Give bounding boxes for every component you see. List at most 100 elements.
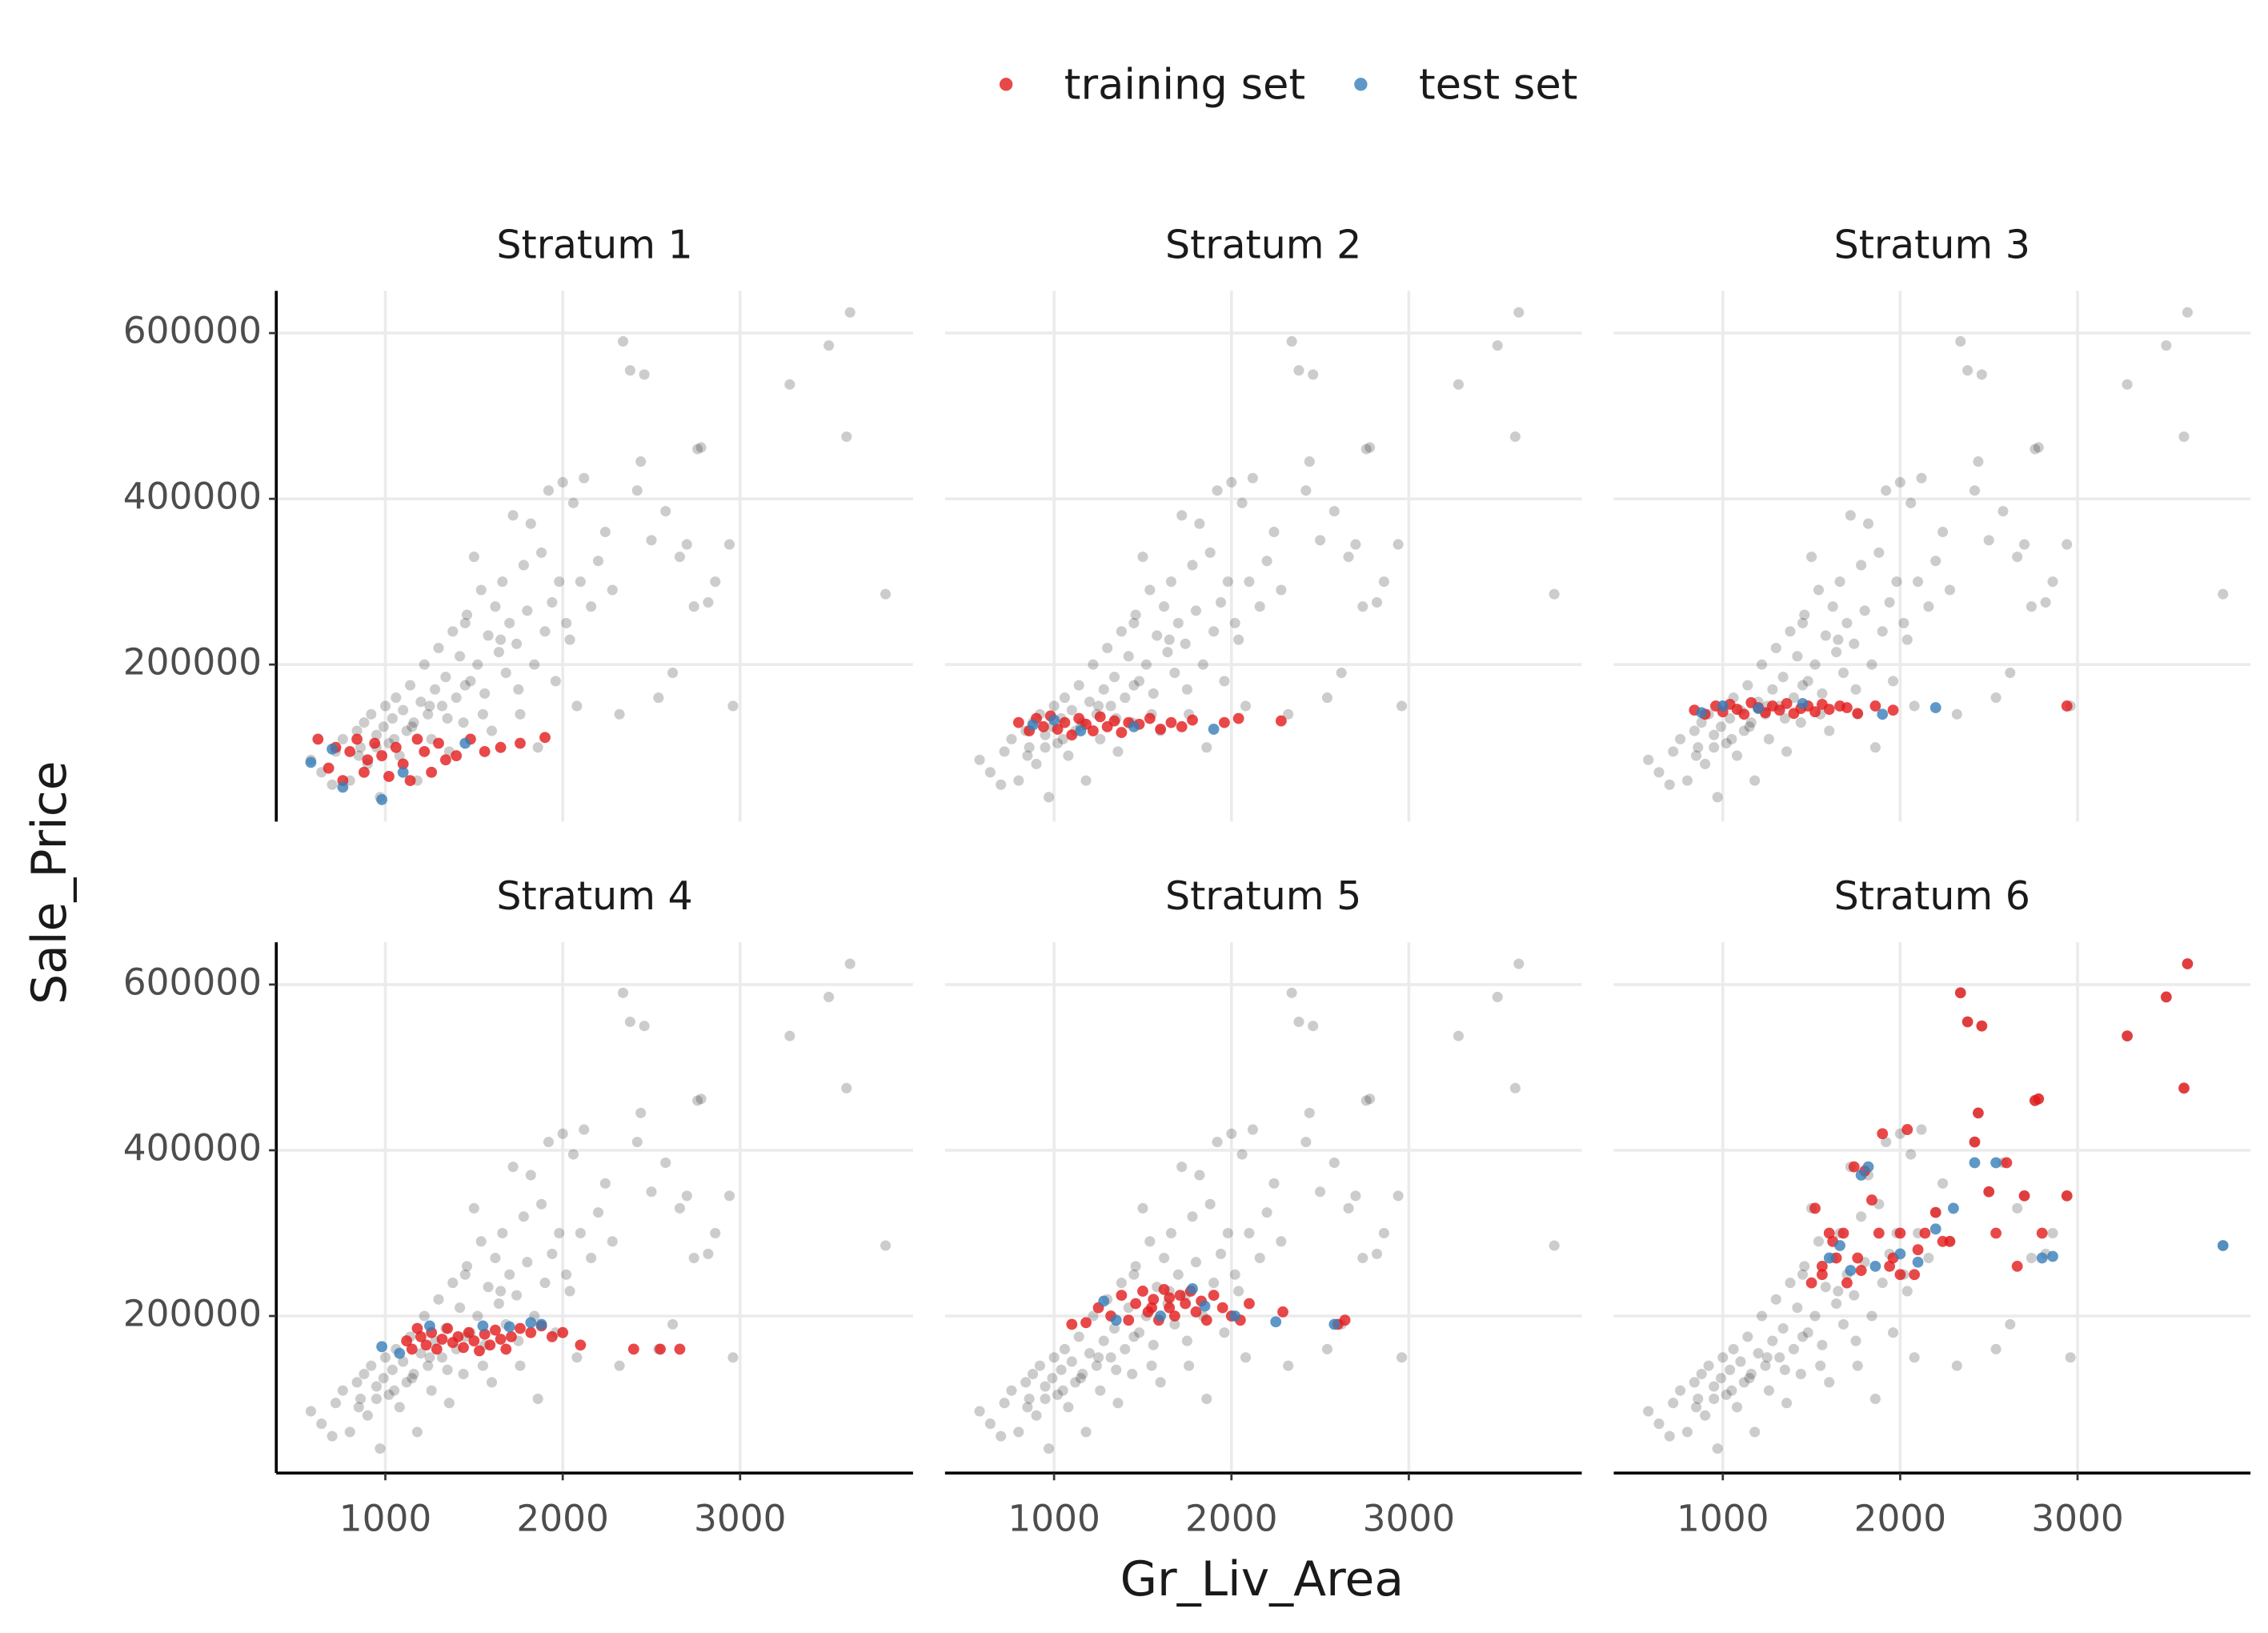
background-point (1075, 1373, 1086, 1384)
x-tick-label: 2000 (1854, 1498, 1947, 1540)
background-point (1797, 680, 1809, 691)
background-point (2178, 431, 2190, 443)
background-point (1689, 725, 1700, 736)
background-point (459, 1269, 471, 1280)
background-point (511, 1290, 523, 1301)
background-point (1973, 456, 1984, 467)
background-point (1226, 1128, 1237, 1139)
background-point (407, 1373, 418, 1384)
training-point (1894, 1269, 1906, 1281)
background-point (1360, 443, 1372, 455)
background-point (1955, 335, 1966, 347)
background-point (1681, 1426, 1693, 1438)
background-point (1222, 1227, 1233, 1239)
background-point (1396, 700, 1408, 712)
background-point (472, 1310, 483, 1322)
training-point (1805, 1277, 1817, 1289)
background-point (1738, 725, 1749, 736)
background-point (375, 1443, 386, 1454)
test-point (1929, 702, 1941, 713)
training-point (1954, 987, 1966, 999)
training-point (1094, 711, 1106, 723)
background-point (1028, 1368, 1039, 1380)
background-point (1040, 1393, 1051, 1405)
background-point (398, 1356, 409, 1367)
training-point (1066, 1318, 1078, 1330)
background-point (1031, 758, 1042, 769)
background-point (1653, 1418, 1665, 1430)
background-point (1120, 1343, 1131, 1354)
background-point (515, 708, 526, 720)
legend-label: test set (1419, 61, 1577, 110)
training-point (1158, 1283, 1170, 1295)
background-point (1779, 1364, 1790, 1375)
background-point (1276, 584, 1287, 596)
background-point (1286, 987, 1297, 998)
background-point (1891, 576, 1902, 588)
background-point (459, 680, 471, 691)
background-point (1849, 1290, 1860, 1301)
training-point (431, 1343, 443, 1355)
background-point (692, 443, 703, 455)
test-point (1823, 1252, 1835, 1264)
background-point (1990, 692, 2002, 704)
training-point (1148, 1294, 1160, 1306)
background-point (405, 680, 416, 691)
background-point (844, 958, 856, 969)
x-tick-label: 1000 (1677, 1498, 1769, 1540)
background-point (586, 601, 597, 612)
background-point (2030, 443, 2041, 455)
background-point (1057, 1385, 1068, 1396)
background-point (1744, 721, 1755, 732)
test-point (424, 1320, 435, 1332)
training-point (575, 1339, 587, 1351)
background-point (1222, 576, 1233, 588)
background-point (1006, 1385, 1017, 1396)
background-point (1831, 1298, 1842, 1310)
background-point (2182, 307, 2193, 318)
training-point (655, 1343, 666, 1355)
training-point (468, 1335, 480, 1346)
background-point (1233, 634, 1244, 645)
test-point (337, 781, 349, 793)
background-point (567, 1149, 579, 1160)
strip-title: Stratum 3 (1834, 221, 2030, 267)
background-point (493, 1298, 504, 1310)
background-point (1148, 688, 1159, 699)
background-point (401, 1377, 412, 1388)
background-point (557, 476, 568, 487)
legend-marker (999, 78, 1013, 91)
background-point (1492, 991, 1503, 1002)
training-point (1816, 1260, 1828, 1272)
background-point (1795, 1368, 1806, 1380)
training-point (390, 741, 402, 753)
background-point (411, 1426, 423, 1438)
background-point (419, 659, 430, 670)
background-point (1756, 1310, 1768, 1322)
background-point (999, 746, 1010, 757)
training-point (1037, 720, 1049, 732)
background-point (710, 1227, 721, 1239)
background-point (1215, 1248, 1227, 1259)
training-point (1809, 706, 1821, 718)
training-point (426, 766, 438, 778)
background-point (1513, 307, 1525, 318)
background-point (394, 1402, 405, 1413)
training-point (1176, 720, 1188, 732)
background-point (1328, 1157, 1340, 1169)
background-point (1190, 605, 1201, 616)
training-point (2061, 700, 2073, 712)
background-point (635, 1107, 647, 1118)
background-point (1513, 958, 1525, 969)
background-point (1247, 1124, 1258, 1135)
background-point (408, 717, 419, 728)
training-point (436, 1334, 448, 1345)
background-point (1219, 1327, 1230, 1338)
background-point (688, 1253, 699, 1264)
background-point (1690, 750, 1702, 761)
training-point (557, 1326, 569, 1338)
test-point (1110, 1314, 1122, 1326)
training-point (2033, 1093, 2045, 1105)
background-point (1190, 1257, 1201, 1268)
background-point (1350, 539, 1361, 550)
